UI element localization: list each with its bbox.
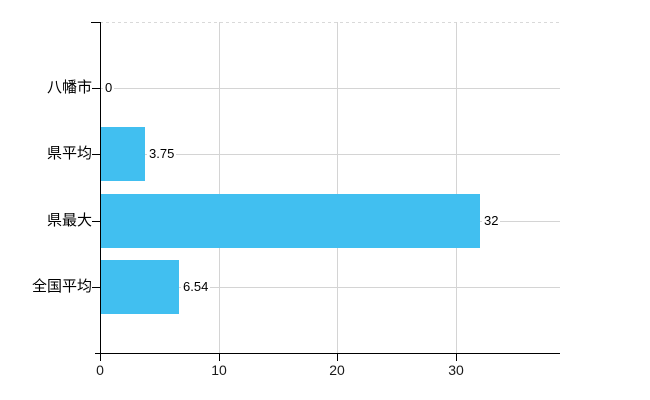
category-label: 八幡市 xyxy=(46,79,92,96)
x-tick xyxy=(219,353,220,361)
row-gridline xyxy=(100,88,560,89)
y-tick xyxy=(91,22,100,23)
x-tick-label: 30 xyxy=(448,362,464,378)
x-tick xyxy=(337,353,338,361)
category-label: 県最大 xyxy=(46,212,92,229)
x-tick xyxy=(456,353,457,361)
value-label: 3.75 xyxy=(147,145,177,163)
x-tick-label: 10 xyxy=(211,362,227,378)
y-axis-line xyxy=(100,22,101,353)
v-gridline xyxy=(337,22,338,353)
category-label: 県平均 xyxy=(46,145,92,162)
x-tick-label: 20 xyxy=(329,362,345,378)
x-axis-line xyxy=(95,353,560,354)
bar xyxy=(101,127,145,181)
y-tick xyxy=(92,154,100,155)
bar xyxy=(101,194,480,248)
plot-top-gridline xyxy=(100,22,560,23)
y-tick xyxy=(92,221,100,222)
x-tick xyxy=(100,353,101,361)
row-gridline xyxy=(100,287,560,288)
category-label: 全国平均 xyxy=(31,278,92,295)
x-tick-label: 0 xyxy=(96,362,104,378)
row-gridline xyxy=(100,154,560,155)
value-label: 6.54 xyxy=(181,278,211,296)
v-gridline xyxy=(456,22,457,353)
y-tick xyxy=(92,88,100,89)
value-label: 0 xyxy=(103,79,115,97)
value-label: 32 xyxy=(482,212,501,230)
bar xyxy=(101,260,179,314)
y-tick xyxy=(92,287,100,288)
v-gridline xyxy=(219,22,220,353)
